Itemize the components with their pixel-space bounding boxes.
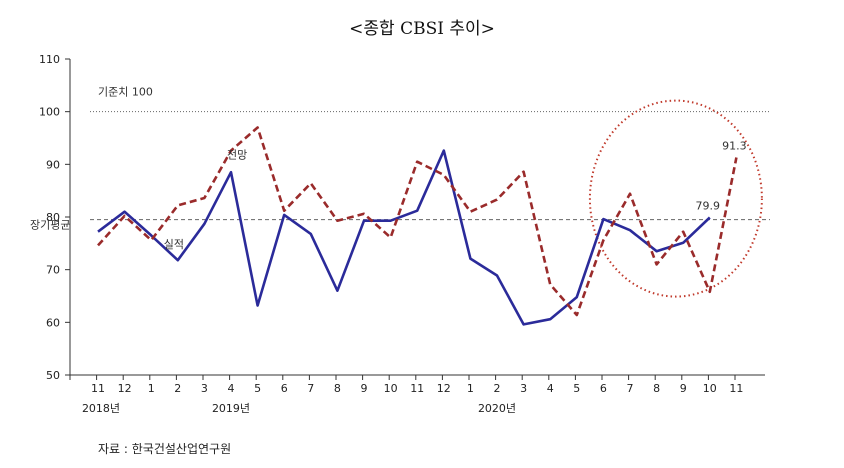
- x-tick-label: 6: [600, 382, 607, 395]
- x-tick-label: 5: [573, 382, 580, 395]
- highlight-circle: [588, 99, 763, 298]
- series-label: 전망: [227, 149, 247, 162]
- x-tick-label: 12: [118, 382, 132, 395]
- x-tick-label: 10: [703, 382, 717, 395]
- x-tick-label: 2: [494, 382, 501, 395]
- x-tick-label: 1: [467, 382, 474, 395]
- year-label: 2018년: [82, 402, 120, 415]
- actual-series-line: [97, 149, 711, 326]
- x-tick-label: 4: [228, 382, 235, 395]
- x-tick-label: 9: [361, 382, 368, 395]
- data-label: 91.3: [722, 139, 747, 152]
- x-tick-label: 3: [201, 382, 208, 395]
- series-label: 실적: [164, 238, 184, 251]
- y-tick-label: 80: [46, 211, 60, 224]
- chart-title: <종합 CBSI 추이>: [349, 19, 495, 39]
- y-tick-label: 70: [46, 264, 60, 277]
- reference-label: 장기평균: [30, 219, 70, 232]
- x-tick-label: 2: [174, 382, 181, 395]
- data-label: 79.9: [696, 200, 721, 213]
- y-tick-label: 110: [39, 53, 60, 66]
- x-tick-label: 3: [520, 382, 527, 395]
- y-tick-label: 100: [39, 106, 60, 119]
- y-tick-label: 50: [46, 369, 60, 382]
- reference-label: 기준치 100: [98, 86, 153, 99]
- x-tick-label: 8: [334, 382, 341, 395]
- x-tick-label: 11: [410, 382, 424, 395]
- year-label: 2020년: [478, 402, 516, 415]
- forecast-series-line: [97, 126, 738, 317]
- year-label: 2019년: [212, 402, 250, 415]
- x-tick-label: 1: [148, 382, 155, 395]
- x-tick-label: 9: [680, 382, 687, 395]
- x-tick-label: 10: [384, 382, 398, 395]
- x-tick-label: 8: [653, 382, 660, 395]
- y-tick-label: 60: [46, 316, 60, 329]
- x-tick-label: 11: [729, 382, 743, 395]
- x-tick-label: 11: [91, 382, 105, 395]
- y-tick-label: 90: [46, 158, 60, 171]
- x-tick-label: 12: [437, 382, 451, 395]
- x-tick-label: 7: [307, 382, 314, 395]
- x-tick-label: 5: [254, 382, 261, 395]
- x-tick-label: 7: [627, 382, 634, 395]
- x-tick-label: 4: [547, 382, 554, 395]
- source-note: 자료 : 한국건설산업연구원: [98, 442, 232, 456]
- x-tick-label: 6: [281, 382, 288, 395]
